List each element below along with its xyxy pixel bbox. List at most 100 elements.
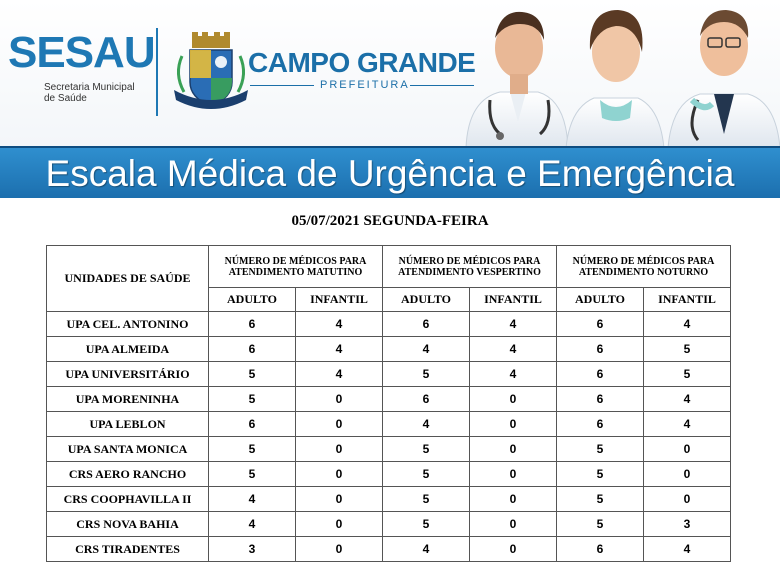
- table-header-row: UNIDADES DE SAÚDE NÚMERO DE MÉDICOS PARA…: [46, 245, 731, 312]
- group-header-matutino: NÚMERO DE MÉDICOS PARA ATENDIMENTO MATUT…: [208, 245, 383, 288]
- doctors-photo-icon: [465, 10, 780, 148]
- subheader-adulto: ADULTO: [556, 287, 644, 312]
- doctor-count: 0: [643, 436, 731, 462]
- doctor-count: 5: [208, 461, 296, 487]
- subheader-adulto: ADULTO: [382, 287, 470, 312]
- doctor-count: 5: [382, 461, 470, 487]
- group-header-noturno: NÚMERO DE MÉDICOS PARA ATENDIMENTO NOTUR…: [556, 245, 731, 288]
- table-row: UPA ALMEIDA 6 4 4 4 6 5: [46, 336, 731, 362]
- doctor-count: 3: [208, 536, 296, 562]
- group-header-vespertino: NÚMERO DE MÉDICOS PARA ATENDIMENTO VESPE…: [382, 245, 557, 288]
- unit-column-header: UNIDADES DE SAÚDE: [46, 245, 209, 312]
- table-row: UPA SANTA MONICA 5 0 5 0 5 0: [46, 436, 731, 462]
- doctor-count: 0: [295, 461, 383, 487]
- doctor-count: 5: [643, 361, 731, 387]
- doctor-count: 6: [556, 336, 644, 362]
- unit-name: CRS TIRADENTES: [46, 536, 209, 562]
- title-banner: Escala Médica de Urgência e Emergência: [0, 146, 780, 198]
- doctor-count: 6: [208, 311, 296, 337]
- sesau-logo: SESAU Secretaria Municipal de Saúde: [8, 28, 156, 120]
- doctor-count: 0: [295, 486, 383, 512]
- table-row: CRS NOVA BAHIA 4 0 5 0 5 3: [46, 511, 731, 537]
- unit-name: UPA SANTA MONICA: [46, 436, 209, 462]
- doctor-count: 4: [469, 361, 557, 387]
- table-row: UPA MORENINHA 5 0 6 0 6 4: [46, 386, 731, 412]
- sesau-subtitle-line2: de Saúde: [44, 93, 87, 104]
- doctor-count: 6: [556, 311, 644, 337]
- unit-name: CRS NOVA BAHIA: [46, 511, 209, 537]
- doctor-count: 5: [382, 486, 470, 512]
- city-title: CAMPO GRANDE: [248, 47, 476, 78]
- doctor-count: 4: [643, 411, 731, 437]
- doctor-count: 4: [295, 336, 383, 362]
- city-crest-icon: [174, 32, 248, 109]
- table-row: CRS COOPHAVILLA II 4 0 5 0 5 0: [46, 486, 731, 512]
- doctor-count: 0: [469, 411, 557, 437]
- table-row: UPA UNIVERSITÁRIO 5 4 5 4 6 5: [46, 361, 731, 387]
- unit-name: CRS COOPHAVILLA II: [46, 486, 209, 512]
- doctor-count: 4: [295, 361, 383, 387]
- doctor-count: 5: [208, 436, 296, 462]
- doctor-count: 0: [295, 411, 383, 437]
- doctor-count: 6: [556, 411, 644, 437]
- doctor-count: 0: [469, 436, 557, 462]
- doctor-count: 4: [643, 311, 731, 337]
- doctor-count: 0: [643, 486, 731, 512]
- doctor-count: 6: [382, 311, 470, 337]
- doctor-count: 5: [556, 436, 644, 462]
- schedule-date: 05/07/2021 SEGUNDA-FEIRA: [291, 213, 489, 229]
- doctor-count: 4: [469, 336, 557, 362]
- subheader-adulto: ADULTO: [208, 287, 296, 312]
- doctor-count: 4: [208, 486, 296, 512]
- doctor-count: 4: [382, 336, 470, 362]
- table-row: CRS AERO RANCHO 5 0 5 0 5 0: [46, 461, 731, 487]
- doctor-count: 0: [469, 386, 557, 412]
- doctor-count: 0: [469, 461, 557, 487]
- doctor-count: 6: [208, 411, 296, 437]
- header: SESAU Secretaria Municipal de Saúde CAMP…: [0, 0, 780, 148]
- doctor-count: 5: [556, 486, 644, 512]
- banner-title: Escala Médica de Urgência e Emergência: [45, 153, 735, 194]
- doctor-count: 5: [556, 461, 644, 487]
- table-subheader-row: ADULTO INFANTIL ADULTO INFANTIL ADULTO I…: [47, 287, 731, 312]
- doctor-count: 6: [208, 336, 296, 362]
- doctor-count: 0: [295, 536, 383, 562]
- unit-name: UPA ALMEIDA: [46, 336, 209, 362]
- doctor-count: 6: [382, 386, 470, 412]
- doctor-count: 4: [295, 311, 383, 337]
- doctor-count: 4: [469, 311, 557, 337]
- doctor-count: 5: [208, 361, 296, 387]
- doctor-count: 0: [295, 386, 383, 412]
- sesau-logo-title: SESAU: [8, 28, 156, 77]
- doctor-count: 3: [643, 511, 731, 537]
- unit-name: UPA LEBLON: [46, 411, 209, 437]
- doctor-count: 0: [295, 511, 383, 537]
- table-row: UPA CEL. ANTONINO 6 4 6 4 6 4: [46, 311, 731, 337]
- subheader-infantil: INFANTIL: [295, 287, 383, 312]
- doctor-count: 0: [469, 511, 557, 537]
- doctor-count: 4: [208, 511, 296, 537]
- doctor-count: 4: [643, 536, 731, 562]
- doctor-count: 5: [382, 511, 470, 537]
- table-row: CRS TIRADENTES 3 0 4 0 6 4: [46, 536, 731, 562]
- unit-name: CRS AERO RANCHO: [46, 461, 209, 487]
- doctor-count: 5: [208, 386, 296, 412]
- subheader-infantil: INFANTIL: [643, 287, 731, 312]
- doctor-count: 6: [556, 386, 644, 412]
- doctor-schedule-table: UNIDADES DE SAÚDE NÚMERO DE MÉDICOS PARA…: [46, 245, 731, 562]
- header-divider: [156, 28, 158, 116]
- doctor-count: 5: [643, 336, 731, 362]
- unit-name: UPA MORENINHA: [46, 386, 209, 412]
- city-subtitle-text: PREFEITURA: [320, 79, 410, 91]
- subheader-infantil: INFANTIL: [469, 287, 557, 312]
- unit-name: UPA CEL. ANTONINO: [46, 311, 209, 337]
- doctor-count: 4: [382, 536, 470, 562]
- doctor-count: 4: [643, 386, 731, 412]
- doctor-count: 0: [643, 461, 731, 487]
- sesau-logo-subtitle: Secretaria Municipal de Saúde: [44, 82, 154, 104]
- unit-name: UPA UNIVERSITÁRIO: [46, 361, 209, 387]
- doctor-count: 5: [382, 361, 470, 387]
- doctor-count: 0: [295, 436, 383, 462]
- doctor-count: 0: [469, 486, 557, 512]
- doctor-count: 6: [556, 536, 644, 562]
